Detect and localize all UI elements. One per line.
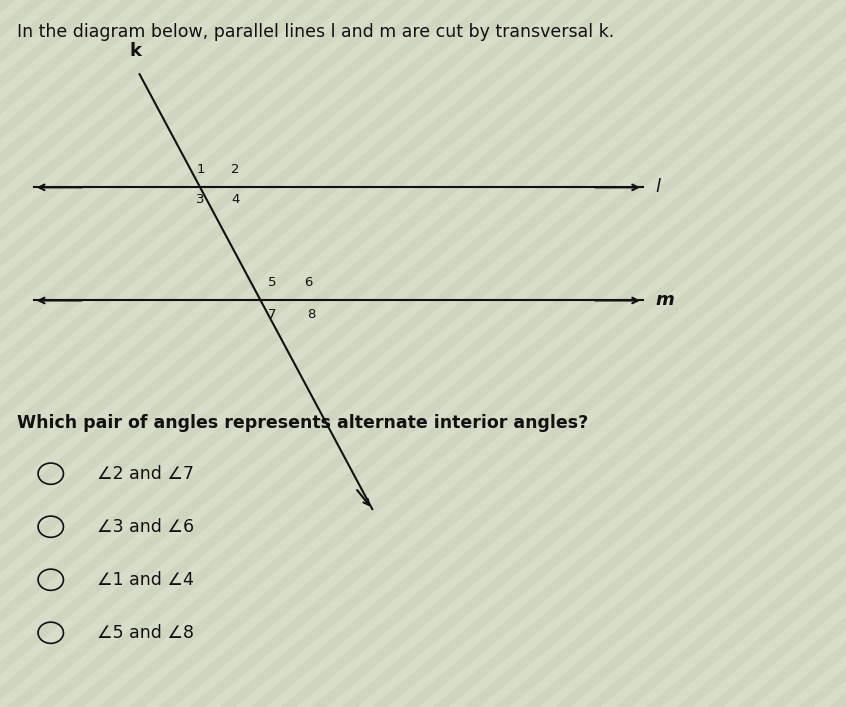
Polygon shape xyxy=(464,0,846,707)
Polygon shape xyxy=(479,0,846,707)
Polygon shape xyxy=(799,0,846,707)
Polygon shape xyxy=(144,0,846,707)
Polygon shape xyxy=(0,0,545,707)
Polygon shape xyxy=(0,0,575,707)
Polygon shape xyxy=(768,0,846,707)
Polygon shape xyxy=(0,0,560,707)
Text: k: k xyxy=(129,42,141,60)
Polygon shape xyxy=(0,0,591,707)
Polygon shape xyxy=(0,0,621,707)
Polygon shape xyxy=(631,0,846,707)
Polygon shape xyxy=(0,0,758,707)
Polygon shape xyxy=(83,0,846,707)
Polygon shape xyxy=(0,0,819,707)
Polygon shape xyxy=(494,0,846,707)
Text: 2: 2 xyxy=(231,163,239,176)
Polygon shape xyxy=(113,0,846,707)
Polygon shape xyxy=(707,0,846,707)
Polygon shape xyxy=(220,0,846,707)
Polygon shape xyxy=(540,0,846,707)
Polygon shape xyxy=(525,0,846,707)
Polygon shape xyxy=(753,0,846,707)
Polygon shape xyxy=(296,0,846,707)
Text: 5: 5 xyxy=(268,276,277,289)
Polygon shape xyxy=(0,0,712,707)
Text: 6: 6 xyxy=(305,276,313,289)
Text: 1: 1 xyxy=(196,163,205,176)
Polygon shape xyxy=(0,0,788,707)
Polygon shape xyxy=(448,0,846,707)
Polygon shape xyxy=(22,0,846,707)
Polygon shape xyxy=(0,0,636,707)
Polygon shape xyxy=(844,0,846,707)
Polygon shape xyxy=(738,0,846,707)
Polygon shape xyxy=(311,0,846,707)
Polygon shape xyxy=(266,0,846,707)
Polygon shape xyxy=(0,0,530,707)
Polygon shape xyxy=(68,0,846,707)
Polygon shape xyxy=(0,0,469,707)
Polygon shape xyxy=(0,0,697,707)
Polygon shape xyxy=(281,0,846,707)
Polygon shape xyxy=(677,0,846,707)
Polygon shape xyxy=(555,0,846,707)
Polygon shape xyxy=(601,0,846,707)
Polygon shape xyxy=(0,0,606,707)
Text: l: l xyxy=(656,178,661,197)
Text: ∠3 and ∠6: ∠3 and ∠6 xyxy=(97,518,195,536)
Polygon shape xyxy=(783,0,846,707)
Polygon shape xyxy=(372,0,846,707)
Polygon shape xyxy=(250,0,846,707)
Polygon shape xyxy=(829,0,846,707)
Text: In the diagram below, parallel lines l and m are cut by transversal k.: In the diagram below, parallel lines l a… xyxy=(17,23,614,40)
Polygon shape xyxy=(190,0,846,707)
Polygon shape xyxy=(342,0,846,707)
Polygon shape xyxy=(357,0,846,707)
Polygon shape xyxy=(722,0,846,707)
Text: ∠2 and ∠7: ∠2 and ∠7 xyxy=(97,464,195,483)
Text: Which pair of angles represents alternate interior angles?: Which pair of angles represents alternat… xyxy=(17,414,588,431)
Polygon shape xyxy=(205,0,846,707)
Polygon shape xyxy=(174,0,846,707)
Polygon shape xyxy=(0,0,514,707)
Polygon shape xyxy=(0,0,682,707)
Text: 8: 8 xyxy=(307,308,316,321)
Text: 4: 4 xyxy=(231,193,239,206)
Text: m: m xyxy=(656,291,674,310)
Polygon shape xyxy=(433,0,846,707)
Polygon shape xyxy=(646,0,846,707)
Polygon shape xyxy=(509,0,846,707)
Polygon shape xyxy=(52,0,846,707)
Polygon shape xyxy=(37,0,846,707)
Polygon shape xyxy=(387,0,846,707)
Text: 7: 7 xyxy=(268,308,277,321)
Polygon shape xyxy=(129,0,846,707)
Polygon shape xyxy=(403,0,846,707)
Polygon shape xyxy=(159,0,846,707)
